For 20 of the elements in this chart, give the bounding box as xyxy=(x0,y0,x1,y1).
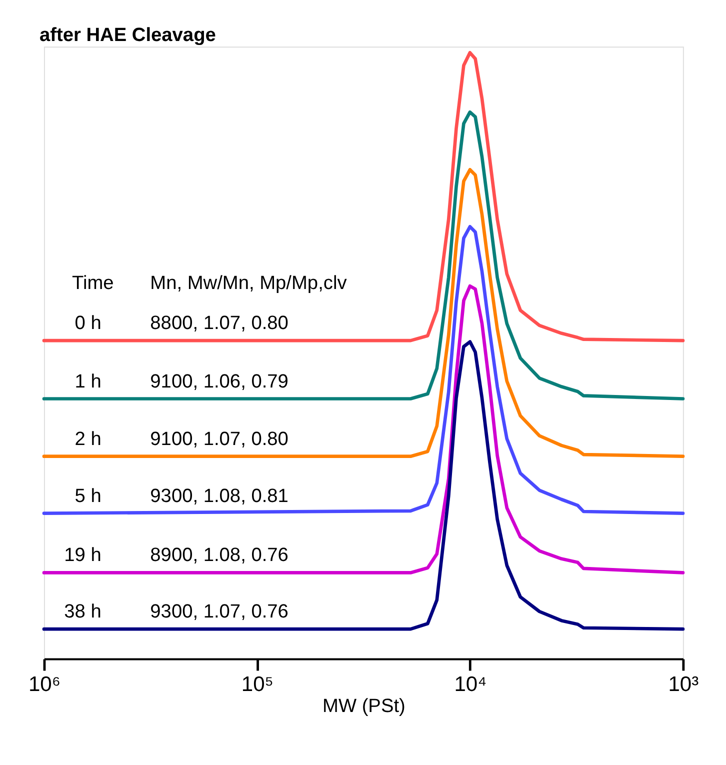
chart-title: after HAE Cleavage xyxy=(39,24,216,46)
series-label: 19 h xyxy=(64,545,102,566)
x-tick-label: 10⁶ xyxy=(28,672,61,696)
annotation: 9300, 1.08, 0.81 xyxy=(150,486,288,507)
annotation: 9300, 1.07, 0.76 xyxy=(150,602,288,623)
series-label: 0 h xyxy=(74,313,102,334)
annotation: Mn, Mw/Mn, Mp/Mp,clv xyxy=(150,272,348,294)
annotation: 8900, 1.08, 0.76 xyxy=(150,545,288,566)
series-label: 2 h xyxy=(74,428,102,450)
x-tick-label: 10⁵ xyxy=(241,672,274,696)
series-label: 5 h xyxy=(74,486,102,507)
x-tick-label: 10⁴ xyxy=(454,672,487,696)
annotation: 9100, 1.06, 0.79 xyxy=(150,371,288,392)
x-axis-title: MW (PSt) xyxy=(322,696,406,717)
annotation: 9100, 1.07, 0.80 xyxy=(150,428,288,450)
annotation: 8800, 1.07, 0.80 xyxy=(150,313,288,334)
series-label: 1 h xyxy=(74,371,102,392)
legend-title: Time xyxy=(72,272,114,294)
series-label: 38 h xyxy=(64,602,102,623)
x-tick-label: 10³ xyxy=(668,672,699,696)
